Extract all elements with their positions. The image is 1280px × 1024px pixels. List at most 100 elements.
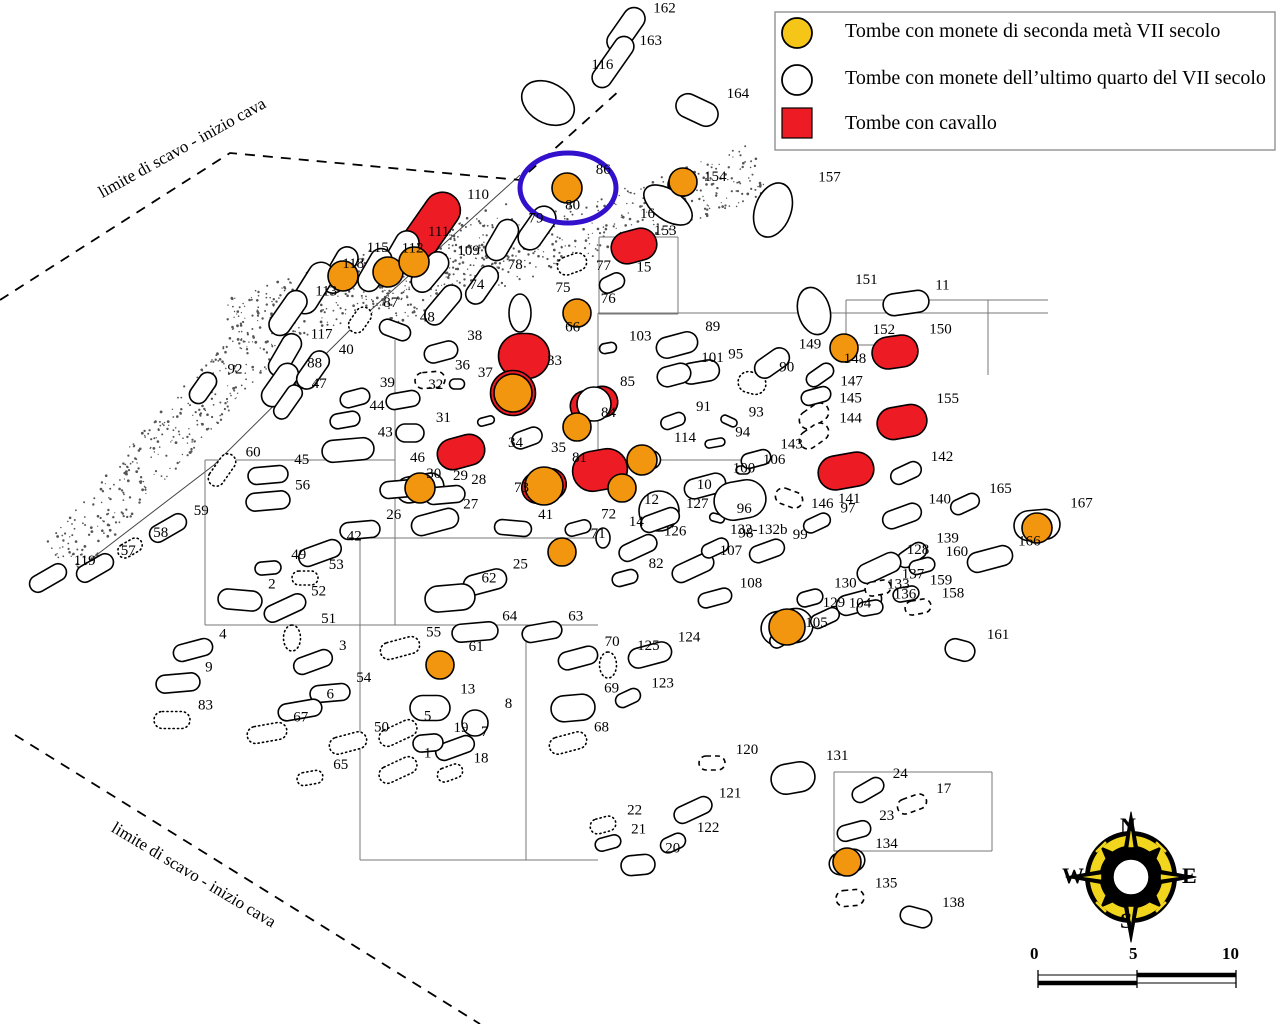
svg-text:30: 30 <box>426 466 441 482</box>
svg-text:153: 153 <box>654 223 677 239</box>
svg-text:4: 4 <box>219 626 227 642</box>
svg-text:162: 162 <box>653 1 676 17</box>
svg-text:74: 74 <box>469 277 485 293</box>
svg-text:157: 157 <box>818 170 841 186</box>
svg-text:84: 84 <box>601 405 617 421</box>
svg-text:23: 23 <box>879 808 894 824</box>
svg-text:137: 137 <box>902 566 925 582</box>
svg-text:140: 140 <box>929 491 952 507</box>
svg-text:46: 46 <box>410 450 426 466</box>
svg-text:82: 82 <box>649 556 664 572</box>
svg-text:62: 62 <box>482 571 497 587</box>
svg-text:109: 109 <box>457 243 480 259</box>
svg-text:65: 65 <box>333 757 348 773</box>
svg-text:155: 155 <box>937 391 960 407</box>
svg-text:47: 47 <box>312 376 328 392</box>
svg-text:118: 118 <box>342 256 364 272</box>
svg-text:117: 117 <box>311 327 333 343</box>
svg-text:26: 26 <box>386 507 402 523</box>
svg-text:28: 28 <box>471 472 486 488</box>
svg-text:78: 78 <box>508 257 523 273</box>
svg-text:128: 128 <box>907 542 930 558</box>
svg-text:64: 64 <box>502 609 518 625</box>
svg-text:13: 13 <box>460 682 475 698</box>
svg-text:80: 80 <box>565 198 580 214</box>
svg-text:115: 115 <box>367 240 389 256</box>
svg-text:107: 107 <box>720 543 743 559</box>
svg-text:32: 32 <box>428 377 443 393</box>
svg-text:77: 77 <box>596 258 612 274</box>
svg-text:27: 27 <box>463 497 479 513</box>
svg-text:127: 127 <box>686 496 709 512</box>
svg-text:158: 158 <box>942 585 965 601</box>
svg-text:29: 29 <box>453 468 468 484</box>
svg-text:45: 45 <box>294 452 309 468</box>
svg-text:49: 49 <box>291 547 306 563</box>
svg-text:5: 5 <box>424 709 432 725</box>
svg-text:85: 85 <box>620 374 635 390</box>
svg-text:87: 87 <box>383 295 399 311</box>
svg-text:20: 20 <box>665 841 680 857</box>
svg-text:119: 119 <box>74 553 96 569</box>
svg-text:145: 145 <box>839 391 862 407</box>
svg-text:126: 126 <box>664 524 687 540</box>
svg-text:21: 21 <box>631 822 646 838</box>
svg-text:53: 53 <box>329 557 344 573</box>
svg-text:112: 112 <box>402 241 424 257</box>
svg-text:95: 95 <box>728 347 743 363</box>
svg-text:7: 7 <box>481 724 489 740</box>
svg-text:98: 98 <box>739 525 754 541</box>
svg-text:63: 63 <box>568 609 583 625</box>
svg-text:131: 131 <box>826 748 849 764</box>
svg-text:61: 61 <box>469 639 484 655</box>
svg-text:2: 2 <box>268 576 276 592</box>
svg-text:148: 148 <box>844 351 867 367</box>
svg-text:37: 37 <box>478 365 494 381</box>
svg-text:15: 15 <box>636 259 651 275</box>
svg-text:41: 41 <box>538 507 553 523</box>
svg-text:120: 120 <box>736 742 759 758</box>
svg-text:152: 152 <box>873 322 896 338</box>
svg-text:71: 71 <box>591 526 606 542</box>
svg-text:114: 114 <box>674 430 696 446</box>
svg-text:111: 111 <box>428 224 449 240</box>
svg-text:129: 129 <box>823 595 846 611</box>
svg-text:92: 92 <box>228 361 243 377</box>
svg-text:138: 138 <box>942 895 965 911</box>
svg-text:76: 76 <box>601 291 617 307</box>
svg-text:110: 110 <box>467 187 489 203</box>
svg-text:166: 166 <box>1018 534 1041 550</box>
svg-text:73: 73 <box>514 480 529 496</box>
svg-text:130: 130 <box>834 576 857 592</box>
svg-text:25: 25 <box>513 557 528 573</box>
svg-text:88: 88 <box>307 356 322 372</box>
svg-text:56: 56 <box>295 478 311 494</box>
svg-text:14: 14 <box>629 514 645 530</box>
svg-text:101: 101 <box>701 350 724 366</box>
svg-text:38: 38 <box>467 328 482 344</box>
svg-text:22: 22 <box>627 803 642 819</box>
svg-text:134: 134 <box>875 836 898 852</box>
svg-text:103: 103 <box>629 329 652 345</box>
svg-text:83: 83 <box>198 698 213 714</box>
svg-text:12: 12 <box>644 492 659 508</box>
svg-text:31: 31 <box>436 410 451 426</box>
svg-text:8: 8 <box>505 696 513 712</box>
svg-text:113: 113 <box>315 284 337 300</box>
svg-text:100: 100 <box>733 461 756 477</box>
svg-text:72: 72 <box>601 507 616 523</box>
svg-text:60: 60 <box>246 444 261 460</box>
svg-text:143: 143 <box>780 437 803 453</box>
svg-text:18: 18 <box>474 751 489 767</box>
svg-text:89: 89 <box>705 319 720 335</box>
svg-text:165: 165 <box>989 481 1012 497</box>
svg-text:164: 164 <box>727 86 750 102</box>
svg-text:163: 163 <box>640 33 663 49</box>
svg-text:75: 75 <box>556 280 571 296</box>
svg-text:90: 90 <box>779 360 794 376</box>
svg-text:147: 147 <box>840 374 863 390</box>
svg-text:160: 160 <box>946 544 969 560</box>
svg-text:3: 3 <box>339 638 347 654</box>
svg-text:97: 97 <box>841 500 857 516</box>
svg-text:150: 150 <box>929 321 952 337</box>
